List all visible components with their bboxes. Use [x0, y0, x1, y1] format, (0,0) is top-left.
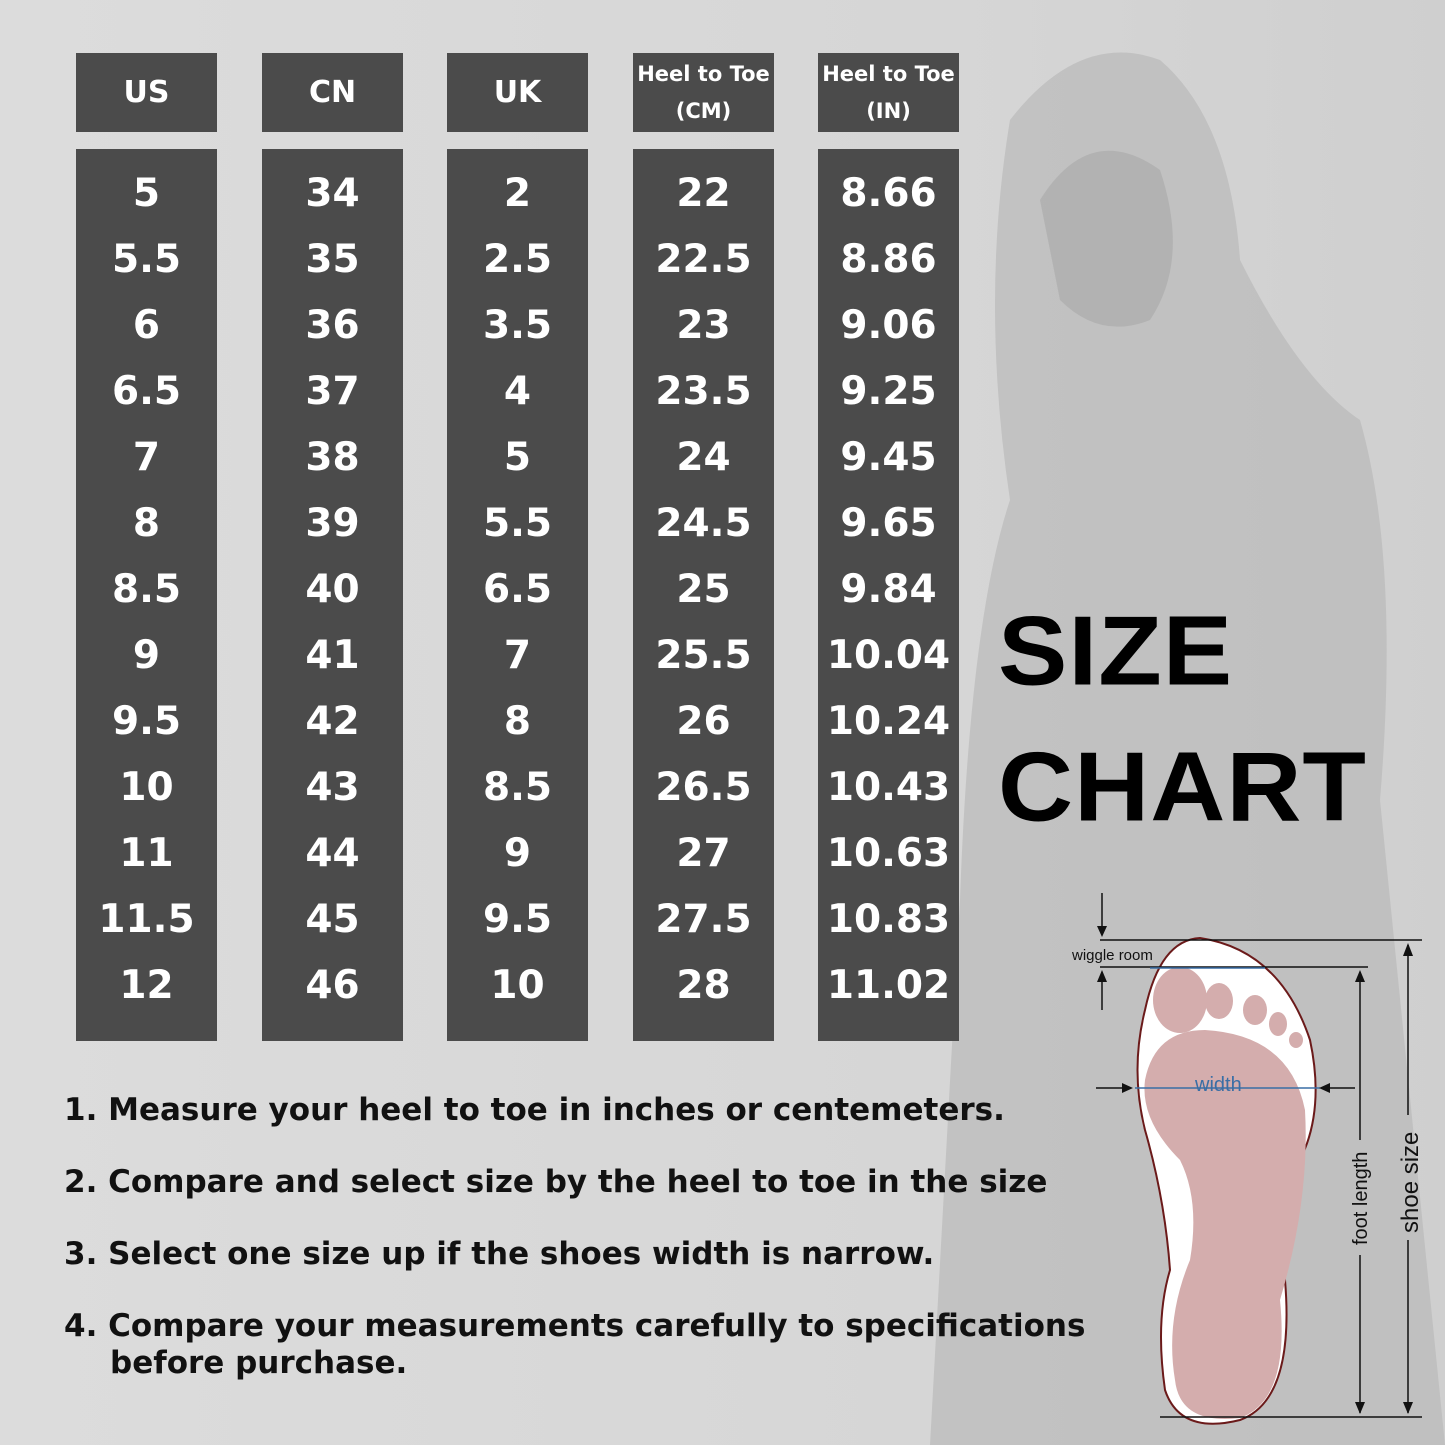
table-cell: 10.04 [826, 633, 951, 678]
table-cell: 9.65 [840, 501, 937, 546]
table-cell: 8 [503, 699, 532, 744]
table-cell: 8.66 [840, 171, 937, 216]
title-chart: CHART [998, 731, 1367, 843]
table-cell: 7 [132, 435, 161, 480]
table-cell: 9.5 [482, 897, 553, 942]
table-cell: 5.5 [482, 501, 553, 546]
table-cell: 22 [676, 171, 731, 216]
table-cell: 5 [503, 435, 532, 480]
table-cell: 10.43 [826, 765, 951, 810]
column-header-label: Heel to Toe [822, 61, 955, 86]
column-values: 2 2.5 3.5 4 5 5.5 6.5 7 8 8.5 9 9.5 10 [447, 149, 588, 1041]
table-cell: 25 [676, 567, 731, 612]
table-cell: 4 [503, 369, 532, 414]
column-header-label: UK [493, 75, 542, 110]
column-header-unit: (CM) [675, 98, 732, 123]
table-cell: 26.5 [655, 765, 752, 810]
table-cell: 24.5 [655, 501, 752, 546]
table-cell: 5 [132, 171, 161, 216]
width-label: width [1194, 1074, 1242, 1096]
table-cell: 5.5 [111, 237, 182, 282]
table-cell: 9.45 [840, 435, 937, 480]
table-cell: 28 [676, 963, 731, 1008]
table-cell: 34 [305, 171, 360, 216]
column-header: UK [447, 53, 588, 132]
table-cell: 46 [305, 963, 360, 1008]
table-cell: 43 [305, 765, 360, 810]
table-cell: 8 [132, 501, 161, 546]
table-cell: 9 [503, 831, 532, 876]
table-cell: 41 [305, 633, 360, 678]
table-cell: 10.83 [826, 897, 951, 942]
table-cell: 27.5 [655, 897, 752, 942]
table-cell: 23.5 [655, 369, 752, 414]
column-header: Heel to Toe (IN) [818, 53, 959, 132]
wiggle-room-label: wiggle room [1071, 947, 1153, 964]
table-cell: 25.5 [655, 633, 752, 678]
title-size: SIZE [998, 595, 1234, 707]
table-cell: 27 [676, 831, 731, 876]
table-cell: 8.5 [111, 567, 182, 612]
table-cell: 44 [305, 831, 360, 876]
table-cell: 3.5 [482, 303, 553, 348]
table-cell: 9.84 [840, 567, 937, 612]
column-header-unit: (IN) [866, 98, 911, 123]
table-cell: 24 [676, 435, 731, 480]
column-header-label: US [123, 75, 170, 110]
note-3: 3. Select one size up if the shoes width… [64, 1236, 935, 1272]
column-header: Heel to Toe (CM) [633, 53, 774, 132]
table-cell: 6.5 [111, 369, 182, 414]
column-values: 5 5.5 6 6.5 7 8 8.5 9 9.5 10 11 11.5 12 [76, 149, 217, 1041]
table-cell: 38 [305, 435, 360, 480]
table-cell: 11.02 [826, 963, 951, 1008]
table-cell: 22.5 [655, 237, 752, 282]
table-cell: 10 [490, 963, 545, 1008]
shoe-size-label: shoe size [1397, 1132, 1424, 1233]
table-cell: 10.24 [826, 699, 951, 744]
table-cell: 37 [305, 369, 360, 414]
table-cell: 45 [305, 897, 360, 942]
instructions: 1. Measure your heel to toe in inches or… [64, 1092, 1085, 1418]
table-cell: 9.06 [840, 303, 937, 348]
foot-length-label: foot length [1350, 1152, 1372, 1245]
table-cell: 12 [119, 963, 174, 1008]
table-cell: 9 [132, 633, 161, 678]
table-cell: 42 [305, 699, 360, 744]
table-cell: 8.86 [840, 237, 937, 282]
table-cell: 11.5 [98, 897, 195, 942]
column-values: 8.66 8.86 9.06 9.25 9.45 9.65 9.84 10.04 10.24 10… [818, 149, 959, 1041]
table-cell: 11 [119, 831, 174, 876]
column-header: CN [262, 53, 403, 132]
table-cell: 23 [676, 303, 731, 348]
column-values: 22 22.5 23 23.5 24 24.5 25 25.5 26 26.5 27 27.5 28 [633, 149, 774, 1041]
column-header: US [76, 53, 217, 132]
table-cell: 35 [305, 237, 360, 282]
table-cell: 6.5 [482, 567, 553, 612]
note-1: 1. Measure your heel to toe in inches or… [64, 1092, 1005, 1128]
table-cell: 8.5 [482, 765, 553, 810]
column-header-label: CN [308, 75, 357, 110]
table-cell: 36 [305, 303, 360, 348]
column-values: 34 35 36 37 38 39 40 41 42 43 44 45 46 [262, 149, 403, 1041]
footprint [1144, 967, 1306, 1419]
note-4: 4. Compare your measurements carefully t… [64, 1308, 1086, 1381]
table-cell: 26 [676, 699, 731, 744]
table-cell: 9.25 [840, 369, 937, 414]
column-header-label: Heel to Toe [637, 61, 770, 86]
note-2: 2. Compare and select size by the heel t… [64, 1164, 1048, 1200]
table-cell: 40 [305, 567, 360, 612]
table-cell: 7 [503, 633, 532, 678]
table-cell: 39 [305, 501, 360, 546]
table-cell: 2.5 [482, 237, 553, 282]
table-cell: 6 [132, 303, 161, 348]
table-cell: 9.5 [111, 699, 182, 744]
table-cell: 10 [119, 765, 174, 810]
table-cell: 10.63 [826, 831, 951, 876]
table-cell: 2 [503, 171, 532, 216]
